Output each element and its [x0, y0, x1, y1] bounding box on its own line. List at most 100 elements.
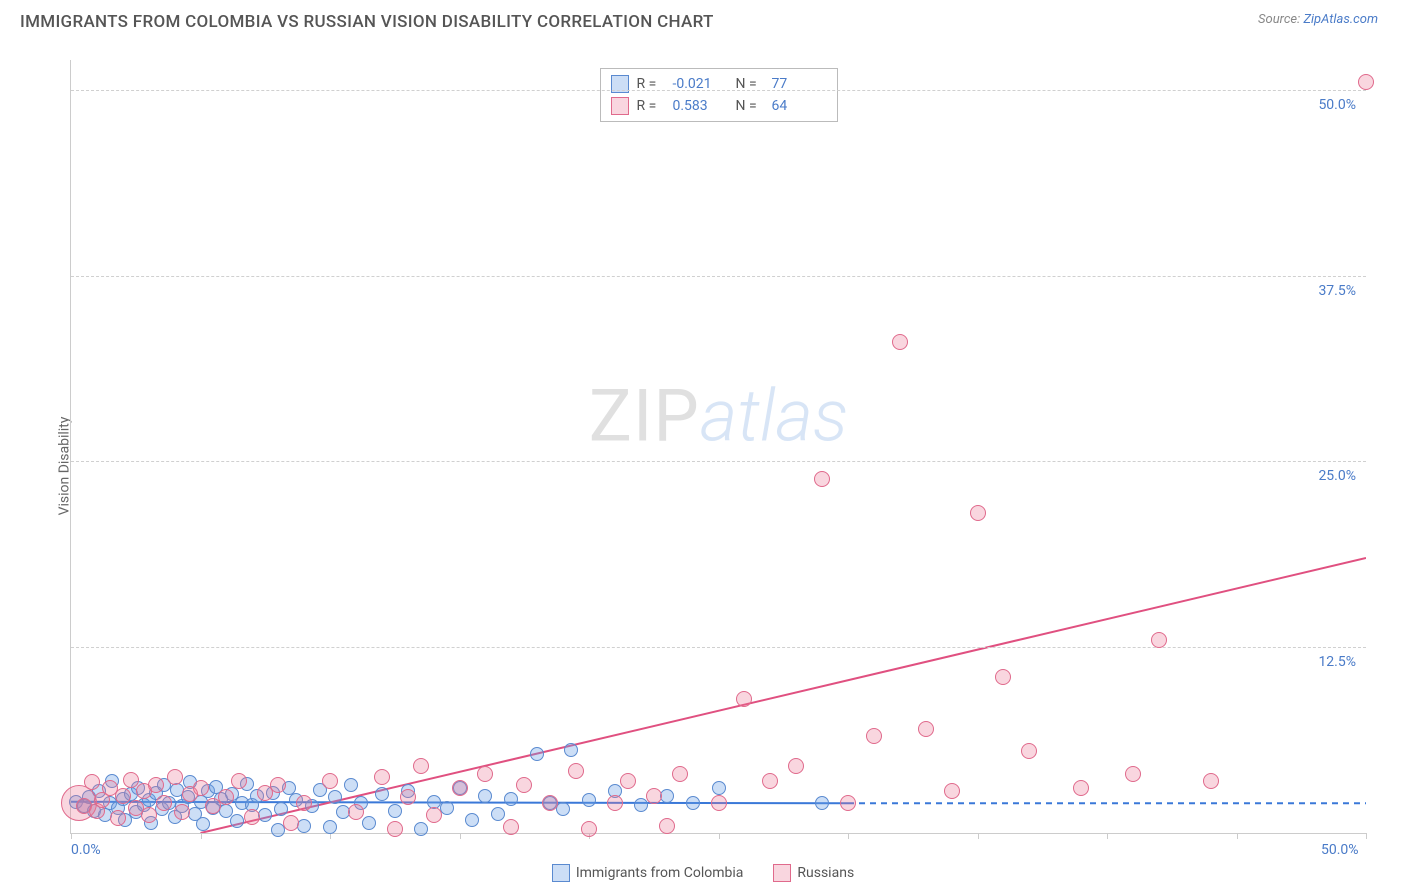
x-tick-mark	[1237, 833, 1238, 839]
scatter-point	[556, 802, 570, 816]
scatter-point	[712, 781, 726, 795]
scatter-point	[477, 766, 493, 782]
scatter-point	[387, 821, 403, 837]
scatter-point	[465, 813, 479, 827]
scatter-point	[426, 807, 442, 823]
scatter-point	[1021, 743, 1037, 759]
scatter-point	[297, 819, 311, 833]
legend-item: Russians	[773, 864, 854, 882]
scatter-point	[296, 795, 312, 811]
scatter-point	[115, 788, 131, 804]
scatter-point	[568, 763, 584, 779]
scatter-point	[815, 796, 829, 810]
scatter-point	[148, 777, 164, 793]
scatter-point	[736, 691, 752, 707]
scatter-point	[607, 795, 623, 811]
legend-swatch	[773, 864, 791, 882]
y-tick-label: 50.0%	[1318, 97, 1356, 113]
scatter-point	[452, 780, 468, 796]
x-tick-label: 50.0%	[1321, 842, 1359, 858]
scatter-point	[84, 774, 100, 790]
x-tick-mark	[1107, 833, 1108, 839]
scatter-point	[1358, 74, 1374, 90]
legend-label: Immigrants from Colombia	[576, 865, 744, 881]
gridline	[71, 90, 1366, 91]
scatter-point	[244, 809, 260, 825]
gridline	[71, 461, 1366, 462]
scatter-point	[762, 773, 778, 789]
scatter-point	[582, 793, 596, 807]
scatter-point	[542, 795, 558, 811]
scatter-point	[478, 789, 492, 803]
scatter-point	[167, 769, 183, 785]
scatter-point	[516, 777, 532, 793]
scatter-point	[1125, 766, 1141, 782]
scatter-point	[110, 810, 126, 826]
scatter-point	[196, 817, 210, 831]
scatter-point	[686, 796, 700, 810]
scatter-point	[944, 783, 960, 799]
scatter-point	[620, 773, 636, 789]
x-tick-mark	[201, 833, 202, 839]
x-tick-mark	[848, 833, 849, 839]
scatter-point	[1203, 773, 1219, 789]
x-tick-mark	[978, 833, 979, 839]
scatter-point	[362, 816, 376, 830]
scatter-point	[440, 801, 454, 815]
scatter-point	[174, 804, 190, 820]
scatter-point	[270, 777, 286, 793]
scatter-point	[660, 789, 674, 803]
scatter-point	[123, 772, 139, 788]
legend-label: Russians	[797, 865, 854, 881]
scatter-point	[413, 758, 429, 774]
x-tick-mark	[460, 833, 461, 839]
scatter-point	[530, 747, 544, 761]
source-link[interactable]: ZipAtlas.com	[1303, 12, 1378, 27]
scatter-point	[344, 778, 358, 792]
scatter-point	[141, 807, 157, 823]
n-value: 64	[772, 98, 827, 114]
scatter-point	[995, 669, 1011, 685]
scatter-point	[1151, 632, 1167, 648]
scatter-point	[634, 798, 648, 812]
stats-row: R =-0.021N =77	[611, 73, 827, 95]
y-tick-label: 25.0%	[1318, 468, 1356, 484]
legend-swatch	[611, 97, 629, 115]
chart-title: IMMIGRANTS FROM COLOMBIA VS RUSSIAN VISI…	[20, 12, 714, 32]
scatter-point	[388, 804, 402, 818]
correlation-stats-box: R =-0.021N =77R =0.583N =64	[600, 68, 838, 122]
scatter-point	[375, 787, 389, 801]
scatter-point	[258, 808, 272, 822]
y-tick-label: 37.5%	[1318, 283, 1356, 299]
scatter-point	[348, 804, 364, 820]
scatter-point	[156, 795, 172, 811]
scatter-point	[672, 766, 688, 782]
scatter-point	[414, 822, 428, 836]
scatter-point	[646, 788, 662, 804]
n-label: N =	[736, 98, 764, 114]
scatter-point	[659, 818, 675, 834]
x-tick-label: 0.0%	[71, 842, 101, 858]
source-attribution: Source: ZipAtlas.com	[1258, 12, 1378, 27]
scatter-point	[231, 773, 247, 789]
scatter-point	[283, 815, 299, 831]
scatter-point	[564, 743, 578, 757]
scatter-point	[866, 728, 882, 744]
watermark: ZIPatlas	[589, 373, 849, 458]
scatter-plot-area: ZIPatlas R =-0.021N =77R =0.583N =64 12.…	[70, 60, 1366, 834]
scatter-point	[918, 721, 934, 737]
stats-row: R =0.583N =64	[611, 95, 827, 117]
scatter-point	[230, 814, 244, 828]
x-tick-mark	[71, 833, 72, 839]
y-tick-label: 12.5%	[1318, 654, 1356, 670]
scatter-point	[814, 471, 830, 487]
x-tick-mark	[719, 833, 720, 839]
scatter-point	[1073, 780, 1089, 796]
scatter-point	[788, 758, 804, 774]
legend-item: Immigrants from Colombia	[552, 864, 744, 882]
scatter-point	[840, 795, 856, 811]
scatter-point	[503, 819, 519, 835]
gridline	[71, 647, 1366, 648]
scatter-point	[581, 821, 597, 837]
chart-wrapper: Vision Disability ZIPatlas R =-0.021N =7…	[20, 50, 1386, 882]
